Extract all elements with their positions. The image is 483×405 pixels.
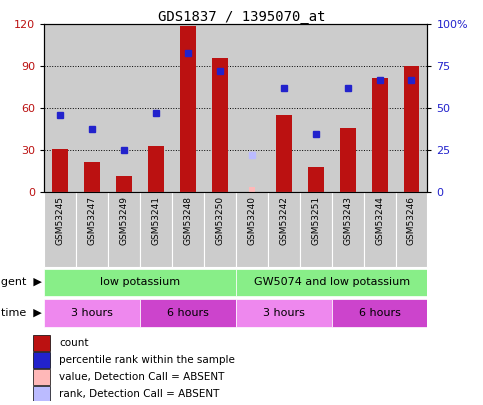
Text: GSM53244: GSM53244 (375, 196, 384, 245)
Text: GSM53241: GSM53241 (152, 196, 161, 245)
Bar (108, 24, 140, 192)
Bar (204, 192, 236, 267)
Text: low potassium: low potassium (100, 277, 180, 288)
Bar (236, 269, 427, 296)
Bar (332, 192, 364, 267)
Bar (148, 146, 164, 192)
Bar (300, 24, 332, 192)
Bar (33, 369, 50, 385)
Text: GSM53249: GSM53249 (120, 196, 129, 245)
Text: count: count (59, 338, 89, 348)
Bar (76, 24, 108, 192)
Bar (268, 24, 300, 192)
Bar (403, 66, 419, 192)
Bar (308, 167, 324, 192)
Bar (172, 24, 204, 192)
Text: GSM53245: GSM53245 (56, 196, 65, 245)
Text: 6 hours: 6 hours (167, 308, 209, 318)
Bar (300, 192, 332, 267)
Bar (364, 192, 396, 267)
Bar (212, 58, 228, 192)
Text: percentile rank within the sample: percentile rank within the sample (59, 355, 235, 365)
Bar (44, 299, 140, 326)
Bar (371, 77, 387, 192)
Bar (236, 299, 332, 326)
Bar (396, 24, 427, 192)
Text: GSM53248: GSM53248 (184, 196, 193, 245)
Bar (44, 192, 76, 267)
Bar (85, 162, 100, 192)
Bar (76, 192, 108, 267)
Bar (33, 386, 50, 402)
Bar (140, 192, 172, 267)
Bar (33, 335, 50, 351)
Bar (172, 192, 204, 267)
Bar (332, 24, 364, 192)
Text: 6 hours: 6 hours (359, 308, 400, 318)
Text: GSM53242: GSM53242 (279, 196, 288, 245)
Bar (116, 176, 132, 192)
Text: value, Detection Call = ABSENT: value, Detection Call = ABSENT (59, 372, 225, 382)
Bar (108, 192, 140, 267)
Bar (236, 24, 268, 192)
Bar (340, 128, 355, 192)
Text: GSM53247: GSM53247 (88, 196, 97, 245)
Text: GSM53251: GSM53251 (311, 196, 320, 245)
Bar (44, 269, 236, 296)
Text: 3 hours: 3 hours (71, 308, 113, 318)
Text: 3 hours: 3 hours (263, 308, 305, 318)
Bar (249, 187, 255, 192)
Bar (180, 26, 196, 192)
Text: time  ▶: time ▶ (1, 308, 42, 318)
Bar (44, 24, 76, 192)
Bar (140, 299, 236, 326)
Bar (276, 115, 292, 192)
Bar (268, 192, 300, 267)
Text: GSM53246: GSM53246 (407, 196, 416, 245)
Bar (33, 352, 50, 368)
Text: agent  ▶: agent ▶ (0, 277, 42, 288)
Text: GSM53243: GSM53243 (343, 196, 352, 245)
Bar (140, 24, 172, 192)
Text: GSM53250: GSM53250 (215, 196, 225, 245)
Text: GSM53240: GSM53240 (247, 196, 256, 245)
Bar (204, 24, 236, 192)
Text: GW5074 and low potassium: GW5074 and low potassium (254, 277, 410, 288)
Bar (236, 192, 268, 267)
Text: GDS1837 / 1395070_at: GDS1837 / 1395070_at (158, 10, 325, 24)
Bar (53, 149, 69, 192)
Bar (364, 24, 396, 192)
Bar (396, 192, 427, 267)
Bar (332, 299, 427, 326)
Text: rank, Detection Call = ABSENT: rank, Detection Call = ABSENT (59, 389, 220, 399)
